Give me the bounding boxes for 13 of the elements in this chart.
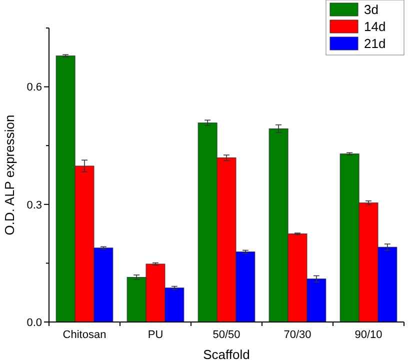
y-tick-label: 0.6 bbox=[26, 82, 42, 94]
y-axis-title: O.D. ALP expression bbox=[2, 114, 17, 236]
legend-label: 21d bbox=[364, 36, 386, 51]
legend-label: 14d bbox=[364, 19, 386, 34]
x-axis-title: Scaffold bbox=[203, 347, 250, 362]
y-tick-label: 0.0 bbox=[26, 316, 42, 329]
y-tick-label: 0.3 bbox=[26, 199, 42, 212]
x-tick-label: 90/10 bbox=[354, 329, 382, 341]
x-tick-label: PU bbox=[148, 329, 164, 341]
legend-label: 3d bbox=[364, 2, 378, 17]
x-tick-label: 70/30 bbox=[284, 329, 312, 341]
x-tick-label: Chitosan bbox=[62, 329, 106, 341]
x-tick-label: 50/50 bbox=[212, 329, 240, 341]
